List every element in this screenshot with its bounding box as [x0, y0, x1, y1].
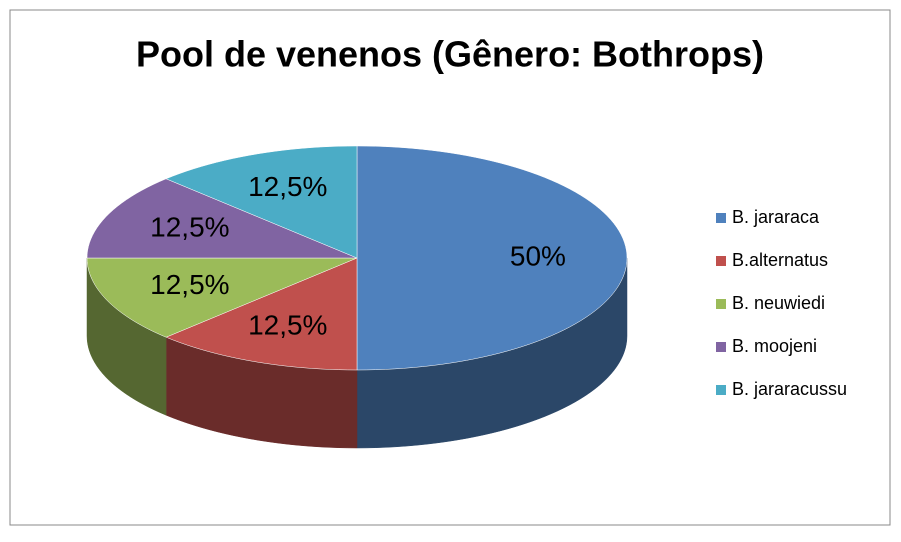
chart-title: Pool de venenos (Gênero: Bothrops)	[136, 34, 764, 75]
legend-label: B.alternatus	[732, 250, 828, 270]
data-label: 12,5%	[248, 171, 327, 202]
slice	[86, 257, 358, 338]
data-label: 12,5%	[150, 212, 229, 243]
data-label: 12,5%	[150, 269, 229, 300]
legend-label: B. neuwiedi	[732, 293, 825, 313]
slice	[165, 257, 358, 371]
slice	[86, 178, 358, 259]
legend-label: B. moojeni	[732, 336, 817, 356]
data-label: 50%	[510, 240, 566, 271]
legend-swatch	[716, 342, 726, 352]
legend-swatch	[716, 299, 726, 309]
legend-swatch	[716, 213, 726, 223]
legend-label: B. jararacussu	[732, 379, 847, 399]
legend-swatch	[716, 256, 726, 266]
slice	[165, 145, 358, 259]
data-label: 12,5%	[248, 310, 327, 341]
legend-label: B. jararaca	[732, 207, 820, 227]
legend-swatch	[716, 385, 726, 395]
slice	[356, 145, 628, 371]
